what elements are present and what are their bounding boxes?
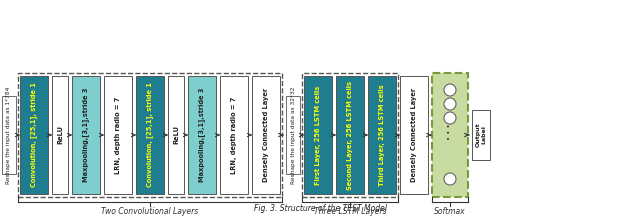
Bar: [104, 76, 132, 194]
Bar: [432, 73, 468, 197]
Bar: [72, 76, 100, 194]
Circle shape: [444, 98, 456, 110]
Bar: [286, 96, 300, 174]
Text: Densely Connected Layer: Densely Connected Layer: [263, 88, 269, 182]
Text: LRN, depth radio = 7: LRN, depth radio = 7: [115, 96, 121, 174]
Text: Maxpooling,[3,1],stride 3: Maxpooling,[3,1],stride 3: [83, 88, 90, 182]
Text: Second Layer, 256 LSTM cells: Second Layer, 256 LSTM cells: [347, 81, 353, 189]
Bar: [220, 76, 248, 194]
Bar: [304, 76, 332, 194]
Text: First Layer, 256 LSTM cells: First Layer, 256 LSTM cells: [315, 85, 321, 185]
Text: Maxpooling,[3,1],stride 3: Maxpooling,[3,1],stride 3: [198, 88, 205, 182]
Text: LRN, depth radio = 7: LRN, depth radio = 7: [231, 96, 237, 174]
Bar: [302, 73, 398, 197]
Text: • • •: • • •: [447, 124, 453, 140]
Text: Reshape the input data as 32*32: Reshape the input data as 32*32: [291, 86, 296, 184]
Bar: [472, 110, 490, 160]
Bar: [20, 76, 48, 194]
Text: Third Layer, 256 LSTM cells: Third Layer, 256 LSTM cells: [379, 84, 385, 186]
Bar: [168, 76, 184, 194]
Circle shape: [444, 112, 456, 124]
Text: Convolution, [25,1], stride 1: Convolution, [25,1], stride 1: [147, 83, 154, 187]
Text: Reshape the input data as 1*784: Reshape the input data as 1*784: [6, 86, 12, 184]
Bar: [18, 73, 282, 197]
Bar: [188, 76, 216, 194]
Circle shape: [444, 84, 456, 96]
Text: Softmax: Softmax: [434, 207, 466, 216]
Text: Densely Connected Layer: Densely Connected Layer: [411, 88, 417, 182]
Text: Output
Label: Output Label: [476, 123, 486, 147]
Bar: [2, 96, 16, 174]
Text: ReLU: ReLU: [57, 125, 63, 145]
Text: Three LSTM Layers: Three LSTM Layers: [314, 207, 387, 216]
Circle shape: [444, 173, 456, 185]
Text: Convolution, [25,1], stride 1: Convolution, [25,1], stride 1: [31, 83, 38, 187]
Text: Two Convolutional Layers: Two Convolutional Layers: [101, 207, 198, 216]
Bar: [368, 76, 396, 194]
Bar: [52, 76, 68, 194]
Bar: [252, 76, 280, 194]
Text: ReLU: ReLU: [173, 125, 179, 145]
Bar: [136, 76, 164, 194]
Bar: [336, 76, 364, 194]
Text: Fig. 3. Structure of the TEST Model: Fig. 3. Structure of the TEST Model: [253, 204, 387, 213]
Bar: [400, 76, 428, 194]
